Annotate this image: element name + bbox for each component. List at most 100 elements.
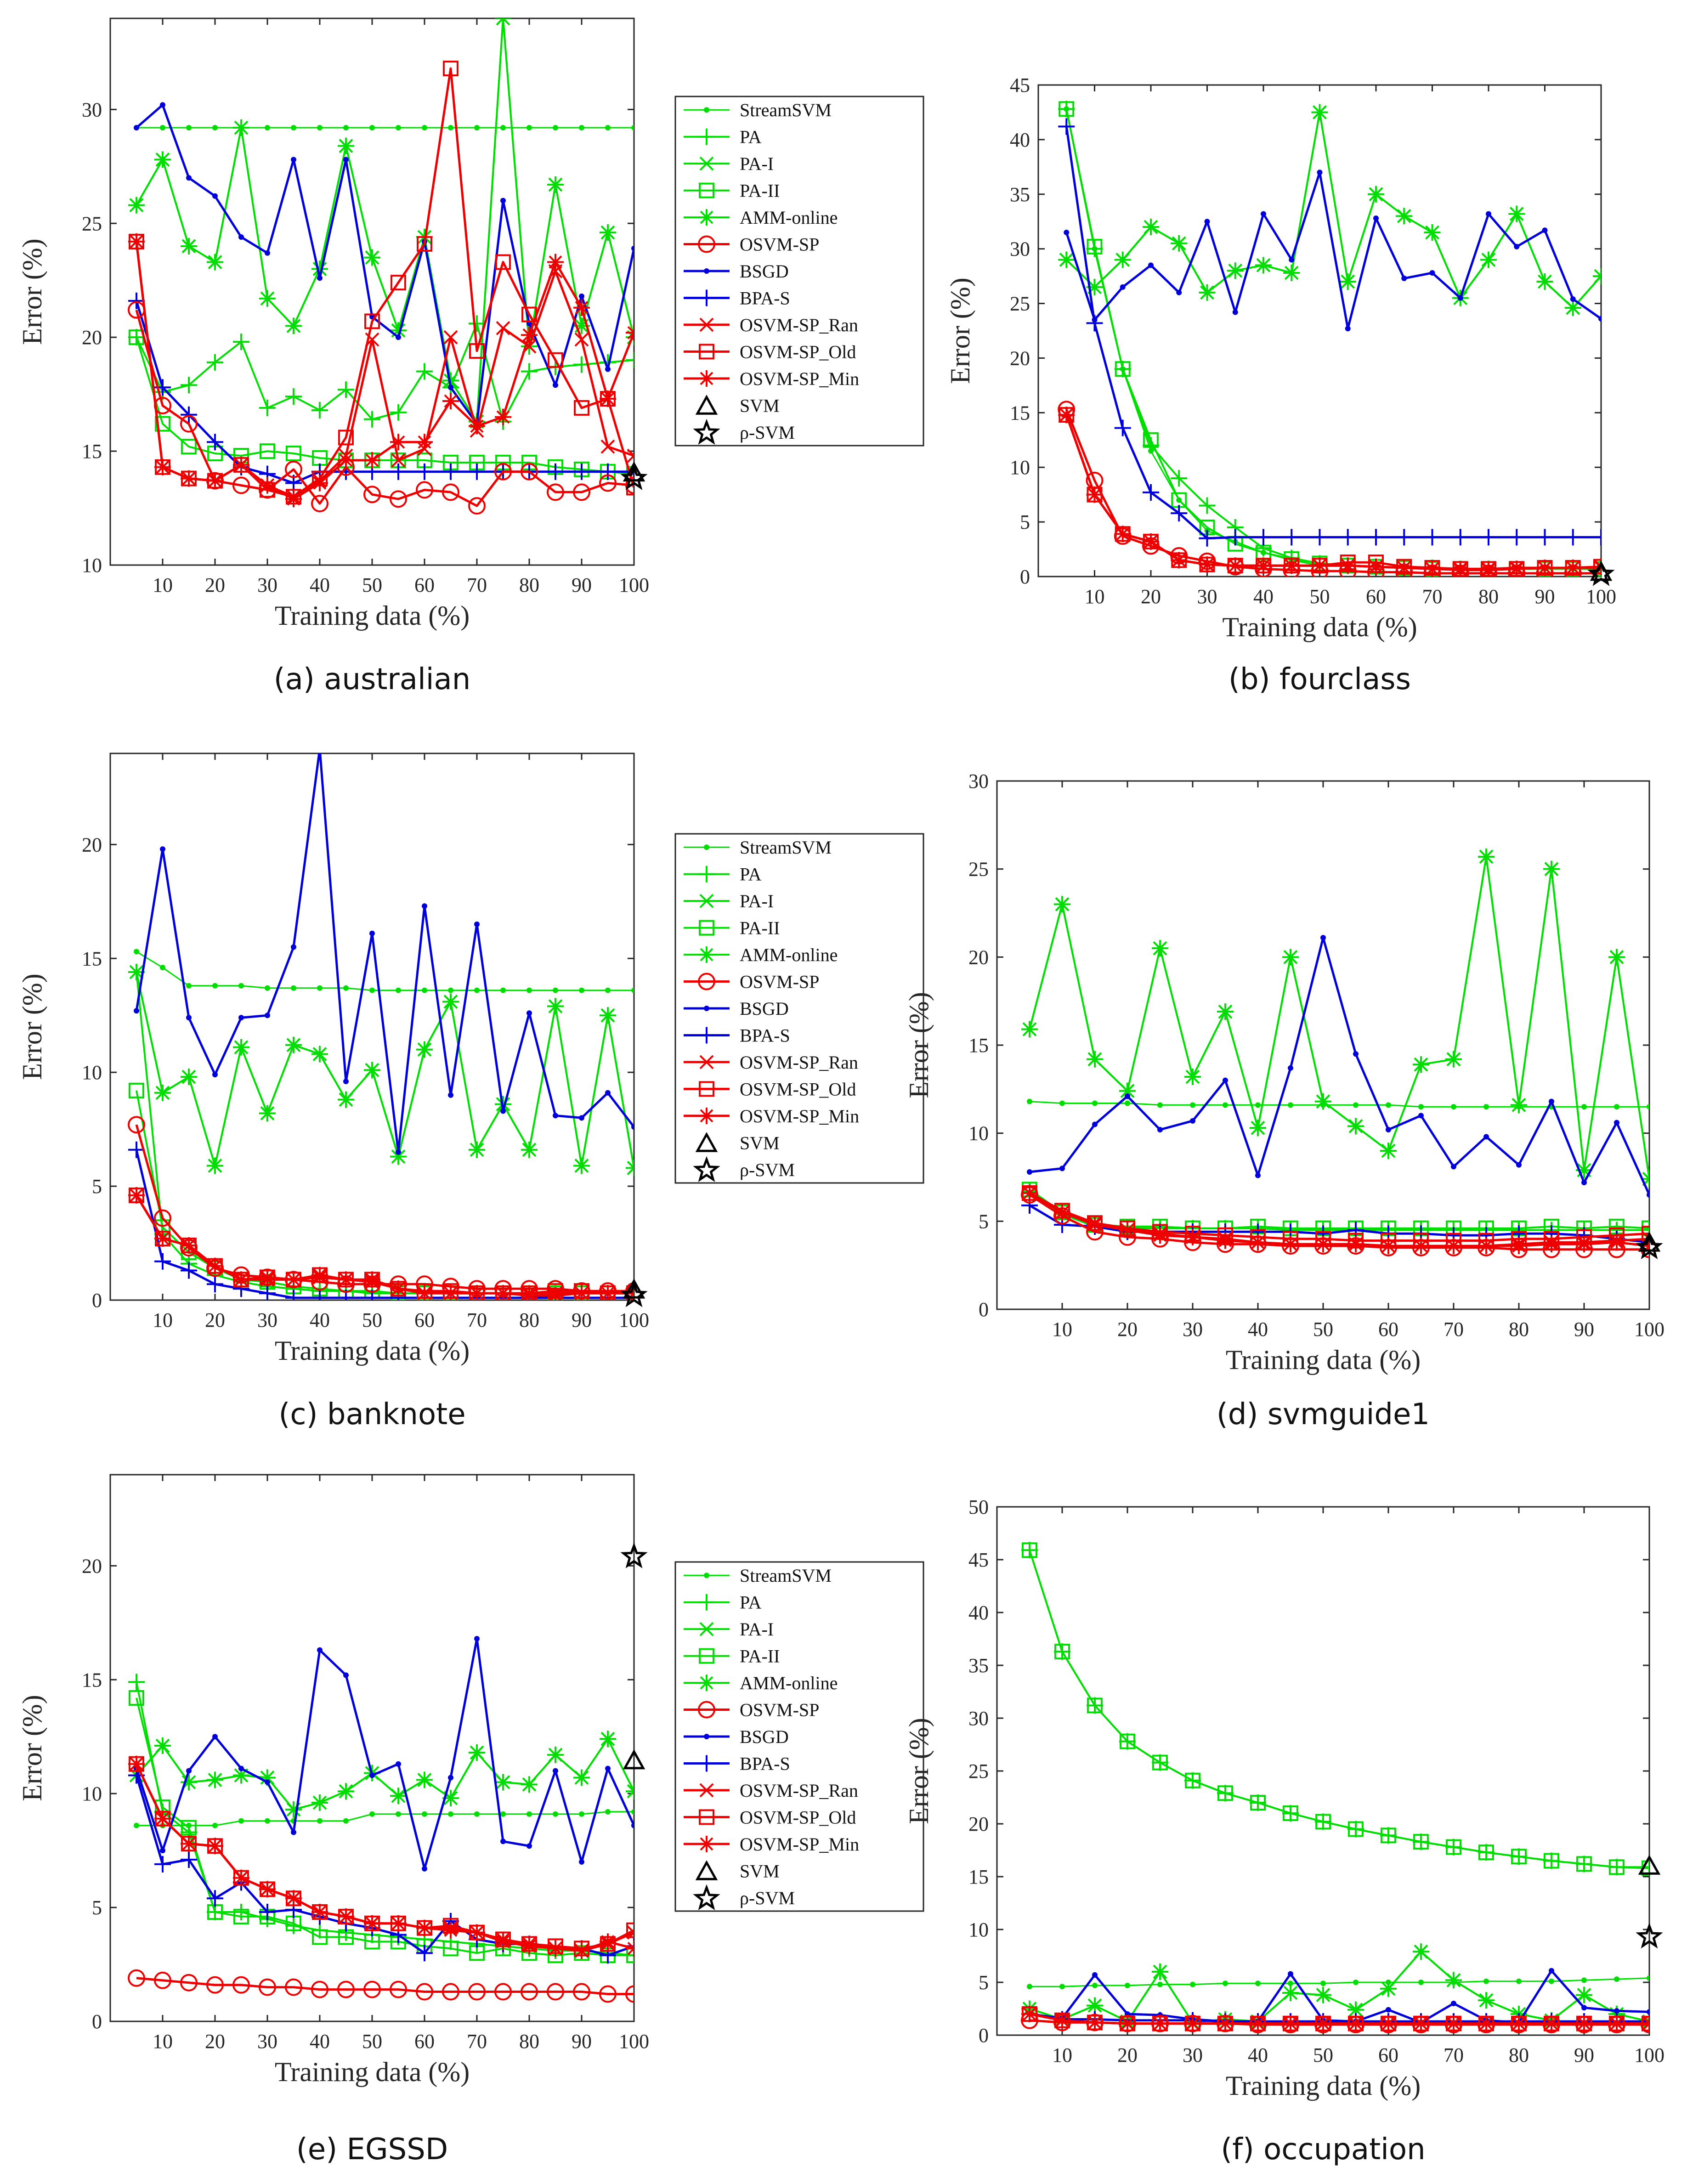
point-bsgd	[1429, 270, 1435, 276]
point-osvm-sp-min	[1087, 2014, 1103, 2031]
point-osvm-sp	[442, 1983, 459, 2001]
series-line-amm-online	[1029, 855, 1649, 1179]
legend-swatch-marker	[704, 107, 709, 113]
point-bpa-s	[259, 1904, 276, 1920]
point-streamsvm	[579, 1811, 584, 1817]
series-amm-online	[1058, 104, 1601, 317]
point-pa-ii	[1087, 1697, 1103, 1714]
point-bsgd	[1451, 1164, 1456, 1170]
point-bsgd	[1418, 1113, 1424, 1119]
point-streamsvm	[238, 983, 244, 989]
y-tick-label: 15	[968, 1034, 989, 1057]
point-bsgd	[317, 1647, 323, 1653]
x-tick-label: 40	[1248, 2044, 1268, 2066]
point-amm-online	[1058, 251, 1075, 268]
point-streamsvm	[1614, 1104, 1619, 1110]
point-streamsvm	[212, 125, 218, 130]
point-bpa-s	[1171, 505, 1188, 522]
point-osvm-sp-min	[600, 1933, 616, 1950]
point-amm-online	[285, 1036, 302, 1053]
legend-label: OSVM-SP_Min	[740, 1834, 859, 1855]
point-streamsvm	[343, 1818, 349, 1824]
legend-entry-osvm-sp-min: OSVM-SP_Min	[684, 1106, 859, 1126]
point-osvm-sp-min	[573, 1285, 590, 1300]
point-osvm-sp-min	[573, 1942, 590, 1959]
point-streamsvm	[1157, 1981, 1163, 1987]
point-bpa-s	[416, 1945, 433, 1962]
point-streamsvm	[317, 985, 323, 991]
point-bsgd	[1092, 1121, 1098, 1127]
point-streamsvm	[212, 983, 218, 989]
svm-marker	[1638, 1855, 1661, 1875]
point-bsgd	[343, 1672, 349, 1678]
y-tick-label: 35	[968, 1654, 989, 1677]
x-tick-label: 40	[1248, 1318, 1268, 1341]
point-pa-ii	[1283, 1805, 1298, 1821]
point-streamsvm	[631, 1809, 634, 1815]
point-osvm-sp-min	[521, 327, 538, 344]
point-amm-online	[600, 1731, 616, 1748]
point-osvm-sp	[599, 474, 617, 492]
point-amm-online	[547, 1746, 564, 1763]
point-bpa-s	[1368, 529, 1384, 546]
point-streamsvm	[343, 985, 349, 991]
point-amm-online	[1087, 1051, 1103, 1068]
series-amm-online	[128, 1731, 634, 1818]
point-bpa-s	[1086, 315, 1103, 332]
point-bsgd	[1386, 1127, 1391, 1132]
point-osvm-sp-min	[285, 1271, 302, 1288]
point-bsgd	[448, 1775, 453, 1781]
point-bsgd	[553, 1113, 558, 1119]
x-tick-label: 30	[257, 2030, 277, 2053]
legend-entry-pa: PA	[684, 864, 762, 885]
point-osvm-sp-min	[1283, 557, 1300, 574]
point-streamsvm	[605, 125, 611, 130]
series-line-amm-online	[136, 972, 634, 1168]
point-streamsvm	[186, 125, 192, 130]
point-bsgd	[1176, 289, 1182, 295]
point-amm-online	[233, 119, 249, 136]
point-osvm-sp-min	[181, 1835, 197, 1852]
point-amm-online	[207, 1157, 223, 1174]
point-osvm-sp	[573, 483, 590, 501]
point-bpa-s	[1396, 529, 1413, 546]
legend-label: OSVM-SP_Min	[740, 368, 859, 389]
point-bsgd	[631, 245, 634, 251]
point-streamsvm	[1190, 1102, 1195, 1108]
x-tick-label: 80	[519, 574, 539, 596]
legend-label: StreamSVM	[740, 837, 832, 858]
y-tick-label: 50	[968, 1496, 989, 1518]
point-amm-online	[364, 249, 380, 266]
point-bpa-s	[128, 1141, 145, 1158]
point-amm-online	[259, 290, 276, 307]
point-amm-online	[154, 151, 171, 168]
point-streamsvm	[474, 987, 480, 993]
legend-label: BPA-S	[740, 1753, 790, 1774]
point-osvm-sp-min	[1347, 2015, 1364, 2032]
point-streamsvm	[1451, 1104, 1456, 1110]
x-tick-label: 10	[153, 1309, 173, 1331]
legend-label: AMM-online	[740, 207, 838, 228]
point-bsgd	[265, 250, 270, 256]
point-bpa-s	[181, 406, 197, 423]
legend-label: BPA-S	[740, 1025, 790, 1046]
point-bpa-s	[1311, 529, 1328, 546]
point-amm-online	[1152, 1963, 1168, 1980]
point-pa-ii	[1120, 1733, 1135, 1749]
point-osvm-sp	[599, 1985, 617, 2003]
series-line-streamsvm	[136, 1811, 634, 1827]
point-streamsvm	[1581, 1977, 1587, 1983]
series-osvm-sp-min	[1021, 2006, 1649, 2032]
chart-panel-e: 10 20 30 40 50 60 70 80 90 100 0 5 10 15 20 Training da…	[17, 1474, 924, 2167]
point-osvm-sp	[494, 463, 512, 481]
y-tick-label: 15	[82, 947, 102, 970]
point-streamsvm	[1647, 1104, 1649, 1110]
point-pa-ii	[1115, 361, 1131, 377]
point-osvm-sp-min	[442, 1922, 459, 1939]
x-tick-label: 100	[619, 2030, 649, 2053]
point-bsgd	[1451, 2001, 1456, 2006]
y-tick-label: 25	[968, 1760, 989, 1782]
series-bsgd	[134, 1636, 634, 1872]
point-bpa-s	[600, 463, 616, 480]
point-bsgd	[1320, 935, 1326, 941]
